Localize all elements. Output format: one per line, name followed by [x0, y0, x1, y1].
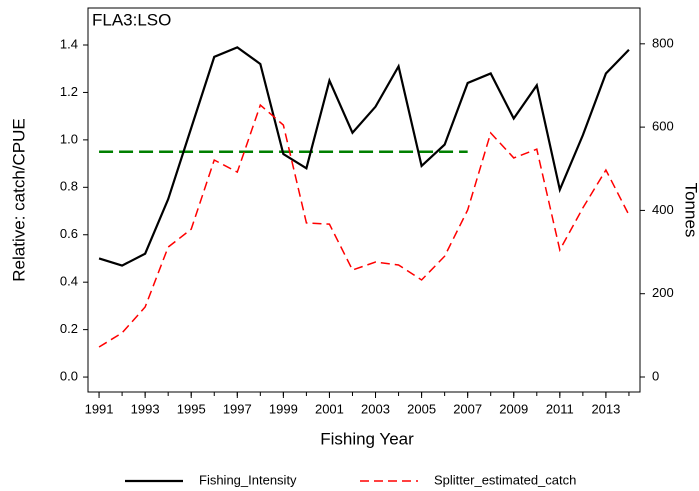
y-tick-label: 0.8: [60, 179, 78, 194]
x-tick-label: 1995: [177, 401, 206, 416]
y-tick-label: 0.6: [60, 226, 78, 241]
x-tick-label: 2011: [546, 401, 574, 416]
y2-axis-label: Tonnes: [682, 183, 699, 238]
x-tick-label: 1991: [85, 401, 114, 416]
x-tick-label: 2009: [499, 401, 528, 416]
x-axis-label: Fishing Year: [320, 429, 414, 448]
y-tick-label: 0.0: [60, 368, 78, 383]
legend-label: Fishing_Intensity: [199, 472, 297, 487]
y2-tick-label: 0: [652, 368, 659, 383]
series-line: [98, 103, 630, 348]
x-tick-label: 2013: [591, 401, 620, 416]
x-tick-label: 1997: [223, 401, 252, 416]
y-tick-label: 0.4: [60, 274, 78, 289]
y-axis-label: Relative: catch/CPUE: [9, 118, 28, 281]
x-tick-label: 2003: [361, 401, 390, 416]
y-tick-label: 1.2: [60, 84, 78, 99]
y2-tick-label: 400: [652, 202, 674, 217]
y2-tick-label: 800: [652, 35, 674, 50]
y-tick-label: 0.2: [60, 321, 78, 336]
x-tick-label: 1993: [131, 401, 160, 416]
series-line: [98, 46, 630, 267]
y-tick-label: 1.4: [60, 36, 78, 51]
x-tick-label: 2001: [315, 401, 344, 416]
y2-tick-label: 600: [652, 119, 674, 134]
plot-frame: [87, 7, 641, 393]
chart-title: FLA3:LSO: [92, 10, 171, 29]
y2-tick-label: 200: [652, 285, 674, 300]
x-tick-label: 2007: [453, 401, 482, 416]
legend-label: Splitter_estimated_catch: [434, 472, 576, 487]
x-tick-label: 2005: [407, 401, 436, 416]
y-tick-label: 1.0: [60, 131, 78, 146]
x-tick-label: 1999: [269, 401, 298, 416]
